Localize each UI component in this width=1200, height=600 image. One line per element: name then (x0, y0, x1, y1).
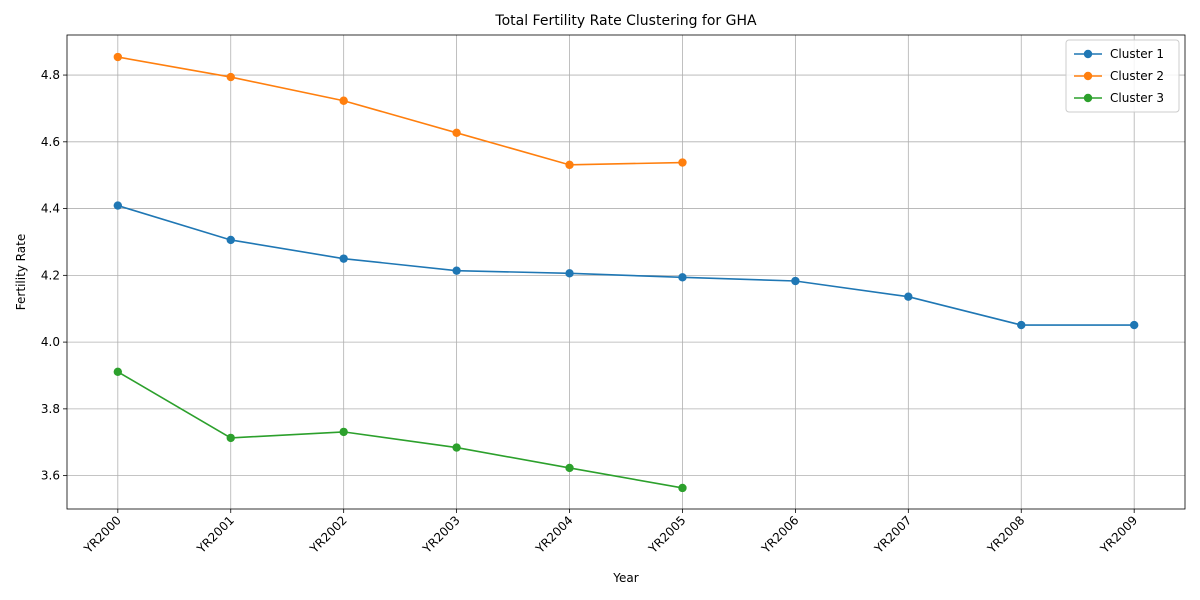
legend-label: Cluster 3 (1110, 91, 1164, 105)
data-point (113, 52, 123, 62)
legend-item: Cluster 3 (1074, 91, 1164, 105)
data-point (226, 235, 235, 245)
x-tick-label: YR2009 (1097, 513, 1140, 556)
x-tick-label: YR2006 (758, 513, 801, 556)
data-point (1017, 320, 1026, 330)
legend-swatch-marker (1083, 93, 1093, 103)
legend-swatch-marker (1083, 49, 1093, 59)
legend-swatch-marker (1083, 71, 1093, 81)
x-axis-ticks: YR2000 YR2001 YR2002 YR2003 YR2004 YR2005 YR20… (81, 509, 1140, 557)
data-point (339, 96, 348, 105)
data-point (565, 160, 574, 170)
series-1 (113, 201, 1139, 330)
legend-label: Cluster 2 (1110, 69, 1164, 83)
data-point (904, 292, 913, 301)
series-line (117, 371, 683, 489)
y-tick-label: 4.2 (41, 268, 60, 282)
legend: Cluster 1 Cluster 2 Cluster 3 (1065, 39, 1180, 113)
series-2 (113, 52, 687, 170)
series-layer (113, 52, 1139, 493)
chart-title: Total Fertility Rate Clustering for GHA (494, 13, 757, 29)
legend-box (1065, 39, 1180, 113)
data-point (339, 427, 348, 437)
data-point (678, 483, 687, 493)
data-point (565, 269, 574, 278)
x-tick-label: YR2001 (194, 513, 237, 556)
x-tick-label: YR2008 (984, 513, 1027, 556)
data-point (452, 128, 461, 138)
data-point (678, 273, 687, 282)
x-tick-label: YR2000 (81, 513, 124, 556)
y-tick-label: 4.8 (41, 68, 60, 82)
y-axis-ticks: 3.6 3.8 4.0 4.2 4.4 4.6 4.8 (41, 68, 67, 483)
x-axis-label: Year (612, 571, 638, 585)
data-point (339, 254, 348, 263)
series-line (117, 56, 683, 166)
legend-item: Cluster 2 (1074, 69, 1164, 83)
y-tick-label: 3.6 (41, 469, 60, 483)
data-point (678, 158, 687, 167)
y-tick-label: 4.6 (41, 135, 60, 149)
x-tick-label: YR2003 (419, 513, 462, 556)
legend-item: Cluster 1 (1074, 47, 1164, 61)
data-point (226, 433, 235, 443)
series-3 (113, 367, 687, 493)
data-point (791, 276, 800, 286)
x-tick-label: YR2007 (871, 513, 914, 556)
x-tick-label: YR2005 (645, 513, 688, 556)
data-point (113, 201, 123, 210)
x-tick-label: YR2002 (307, 513, 350, 556)
legend-label: Cluster 1 (1110, 47, 1164, 61)
y-axis-label: Fertility Rate (14, 234, 28, 310)
data-point (113, 367, 123, 377)
data-point (565, 463, 574, 473)
y-tick-label: 4.0 (41, 335, 60, 349)
data-point (1129, 320, 1139, 330)
data-point (226, 72, 235, 82)
series-line (117, 204, 1135, 326)
data-point (452, 443, 461, 452)
y-tick-label: 3.8 (41, 402, 60, 416)
plot-frame (66, 34, 1186, 510)
x-tick-label: YR2004 (532, 513, 575, 556)
y-tick-label: 4.4 (41, 202, 60, 216)
data-point (452, 266, 461, 275)
